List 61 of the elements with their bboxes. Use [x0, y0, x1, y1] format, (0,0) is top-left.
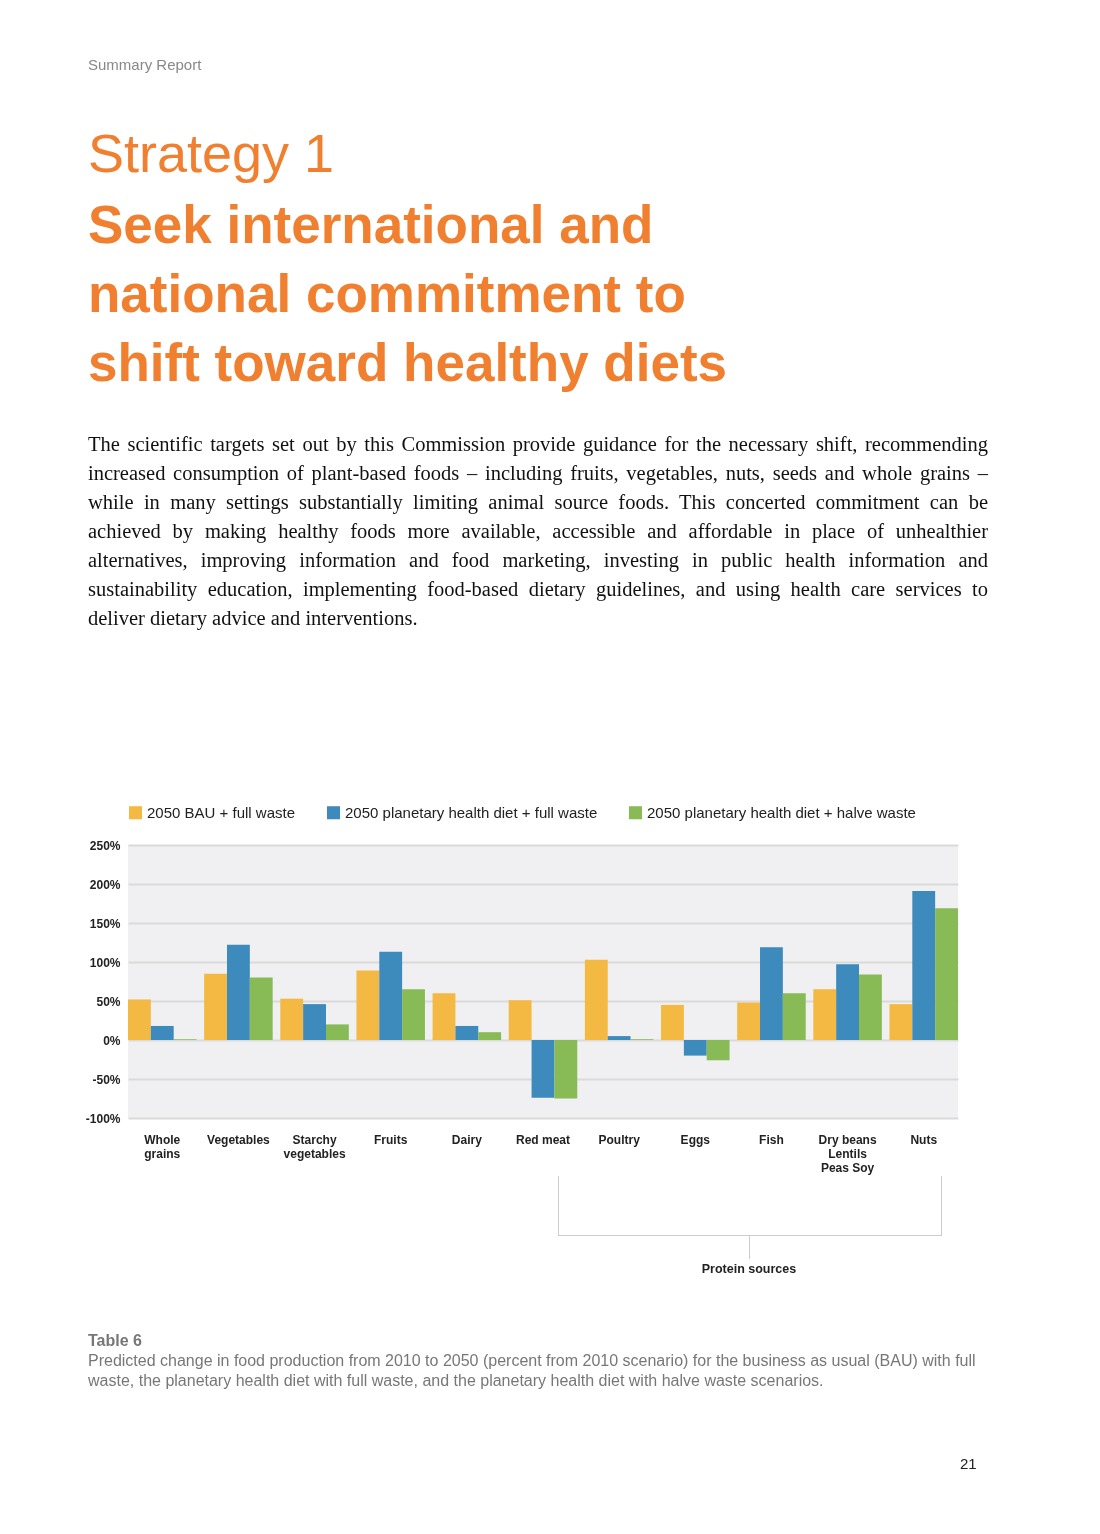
- bar: [813, 989, 837, 1040]
- x-tick-label: Fish: [759, 1132, 784, 1147]
- bar: [836, 964, 860, 1040]
- x-tick-label: Eggs: [680, 1132, 711, 1147]
- bar: [935, 908, 958, 1040]
- x-tick-label: Starchy vegetables: [283, 1132, 346, 1161]
- bar: [280, 998, 304, 1040]
- bar: [859, 974, 882, 1040]
- y-tick-label: 50%: [96, 994, 121, 1009]
- bar: [402, 989, 425, 1040]
- bar: [128, 999, 151, 1040]
- legend-label: 2050 planetary health diet + full waste: [345, 803, 598, 821]
- y-tick-label: 100%: [89, 955, 121, 970]
- y-tick-label: 250%: [89, 838, 121, 853]
- bar: [584, 959, 608, 1040]
- bar: [531, 1040, 555, 1098]
- x-tick-label: Poultry: [598, 1132, 641, 1147]
- bar: [150, 1025, 174, 1040]
- text: Protein sources: [700, 1262, 798, 1276]
- bar: [889, 1004, 913, 1040]
- text: Predicted change in food production from 2010 to 2050 (percent from 2010 scenario) for the business as usual (BAU) with full waste, the planetary health diet with full waste, and the planetary health diet with halve waste scenarios.: [88, 1351, 977, 1391]
- bar: [706, 1040, 730, 1061]
- bar: [607, 1036, 631, 1040]
- x-tick-label: Whole grains: [144, 1132, 181, 1161]
- bar: [432, 993, 456, 1040]
- x-tick-label: Nuts: [910, 1132, 938, 1147]
- bar: [356, 970, 380, 1040]
- bar: [204, 973, 227, 1040]
- bar: [760, 947, 783, 1040]
- bar: [782, 993, 806, 1040]
- y-tick-label: -50%: [92, 1072, 121, 1087]
- chart-title: Strategy 1: [88, 122, 335, 184]
- y-tick-label: 0%: [103, 1033, 121, 1048]
- bar: [226, 944, 250, 1040]
- y-tick-label: -100%: [85, 1111, 121, 1126]
- bar: [478, 1032, 502, 1040]
- chart-subtitle: Seek international and national commitment to shift toward healthy diets: [88, 194, 729, 394]
- x-tick-label: Dry beans Lentils Peas Soy: [818, 1132, 877, 1175]
- y-tick-label: 200%: [89, 877, 121, 892]
- bar: [455, 1025, 479, 1040]
- text: 21: [960, 1455, 977, 1472]
- bar: [379, 951, 403, 1040]
- bar: [554, 1040, 578, 1099]
- x-tick-label: Fruits: [374, 1132, 408, 1147]
- x-tick-label: Vegetables: [207, 1132, 271, 1147]
- bar: [508, 1000, 532, 1040]
- bar: [737, 1002, 761, 1040]
- bar: [249, 977, 273, 1040]
- legend-label: 2050 BAU + full waste: [147, 803, 296, 821]
- x-tick-label: Dairy: [451, 1132, 483, 1147]
- bar: [683, 1040, 707, 1056]
- bar: [325, 1024, 349, 1040]
- bar: [912, 891, 936, 1040]
- legend-label: 2050 planetary health diet + halve waste: [647, 803, 916, 821]
- text: The scientific targets set out by this Commission provide guidance for the necessary shift, recommending increased consumption of plant-based foods – including fruits, vegetables, nuts, seeds and whole grains – while in many settings substantially limiting animal source foods. This concerted commitment can be achieved by making healthy foods more available, accessible and affordable in place of unhealthier alternatives, improving information and food marketing, investing in public health information and sustainability education, implementing food-based dietary guidelines, and using health care services to deliver dietary advice and interventions.: [88, 432, 988, 632]
- bar: [303, 1004, 326, 1040]
- y-tick-label: 150%: [89, 916, 121, 931]
- caption: Table 6: [88, 1332, 142, 1350]
- text: Summary Report: [88, 56, 202, 73]
- bar: [661, 1004, 684, 1040]
- x-tick-label: Red meat: [515, 1132, 571, 1147]
